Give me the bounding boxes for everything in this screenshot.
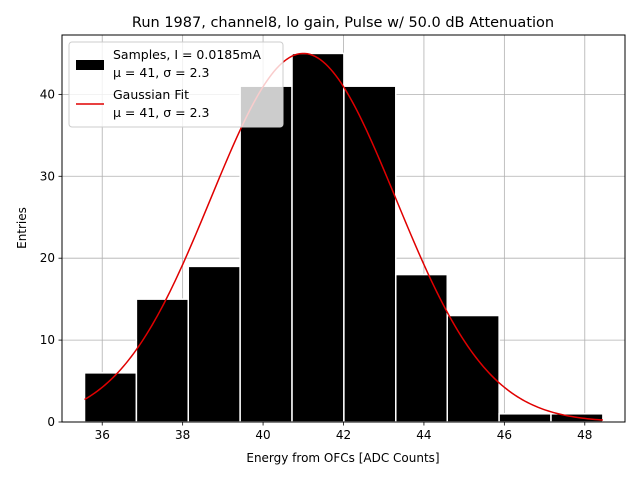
histogram-bar — [446, 314, 500, 423]
histogram-bar — [291, 52, 345, 423]
legend: Samples, I = 0.0185mA μ = 41, σ = 2.3 Ga… — [68, 41, 284, 128]
histogram-bar — [239, 85, 293, 423]
x-tick-label: 44 — [416, 428, 431, 442]
legend-samples-swatch — [76, 60, 104, 70]
x-axis-label: Energy from OFCs [ADC Counts] — [246, 451, 439, 465]
x-tick-label: 48 — [577, 428, 592, 442]
histogram-bar — [187, 265, 241, 423]
x-tick-label: 38 — [175, 428, 190, 442]
y-tick-label: 10 — [40, 333, 55, 347]
y-tick-label: 20 — [40, 251, 55, 265]
axis-ticks: 36 38 40 42 44 46 48 0 10 20 30 40 — [40, 87, 593, 442]
x-tick-label: 36 — [95, 428, 110, 442]
gaussian-fit-line — [84, 52, 603, 421]
chart-title: Run 1987, channel8, lo gain, Pulse w/ 50… — [132, 15, 554, 31]
legend-samples-line2: μ = 41, σ = 2.3 — [113, 65, 209, 80]
legend-frame — [68, 41, 284, 128]
x-tick-label: 42 — [336, 428, 351, 442]
y-tick-label: 0 — [47, 415, 55, 429]
histogram-bar — [135, 298, 190, 423]
y-tick-label: 30 — [40, 169, 55, 183]
y-axis-label: Entries — [15, 207, 29, 249]
histogram-bar — [395, 273, 449, 423]
x-tick-label: 40 — [255, 428, 270, 442]
x-tick-label: 46 — [497, 428, 512, 442]
legend-fit-line1: Gaussian Fit — [113, 87, 189, 102]
histogram-bars — [83, 52, 604, 423]
gaussian-fit — [84, 52, 603, 421]
legend-samples-line1: Samples, I = 0.0185mA — [113, 47, 261, 62]
histogram-bar — [498, 413, 552, 423]
y-tick-label: 40 — [40, 87, 55, 101]
legend-fit-line2: μ = 41, σ = 2.3 — [113, 105, 209, 120]
